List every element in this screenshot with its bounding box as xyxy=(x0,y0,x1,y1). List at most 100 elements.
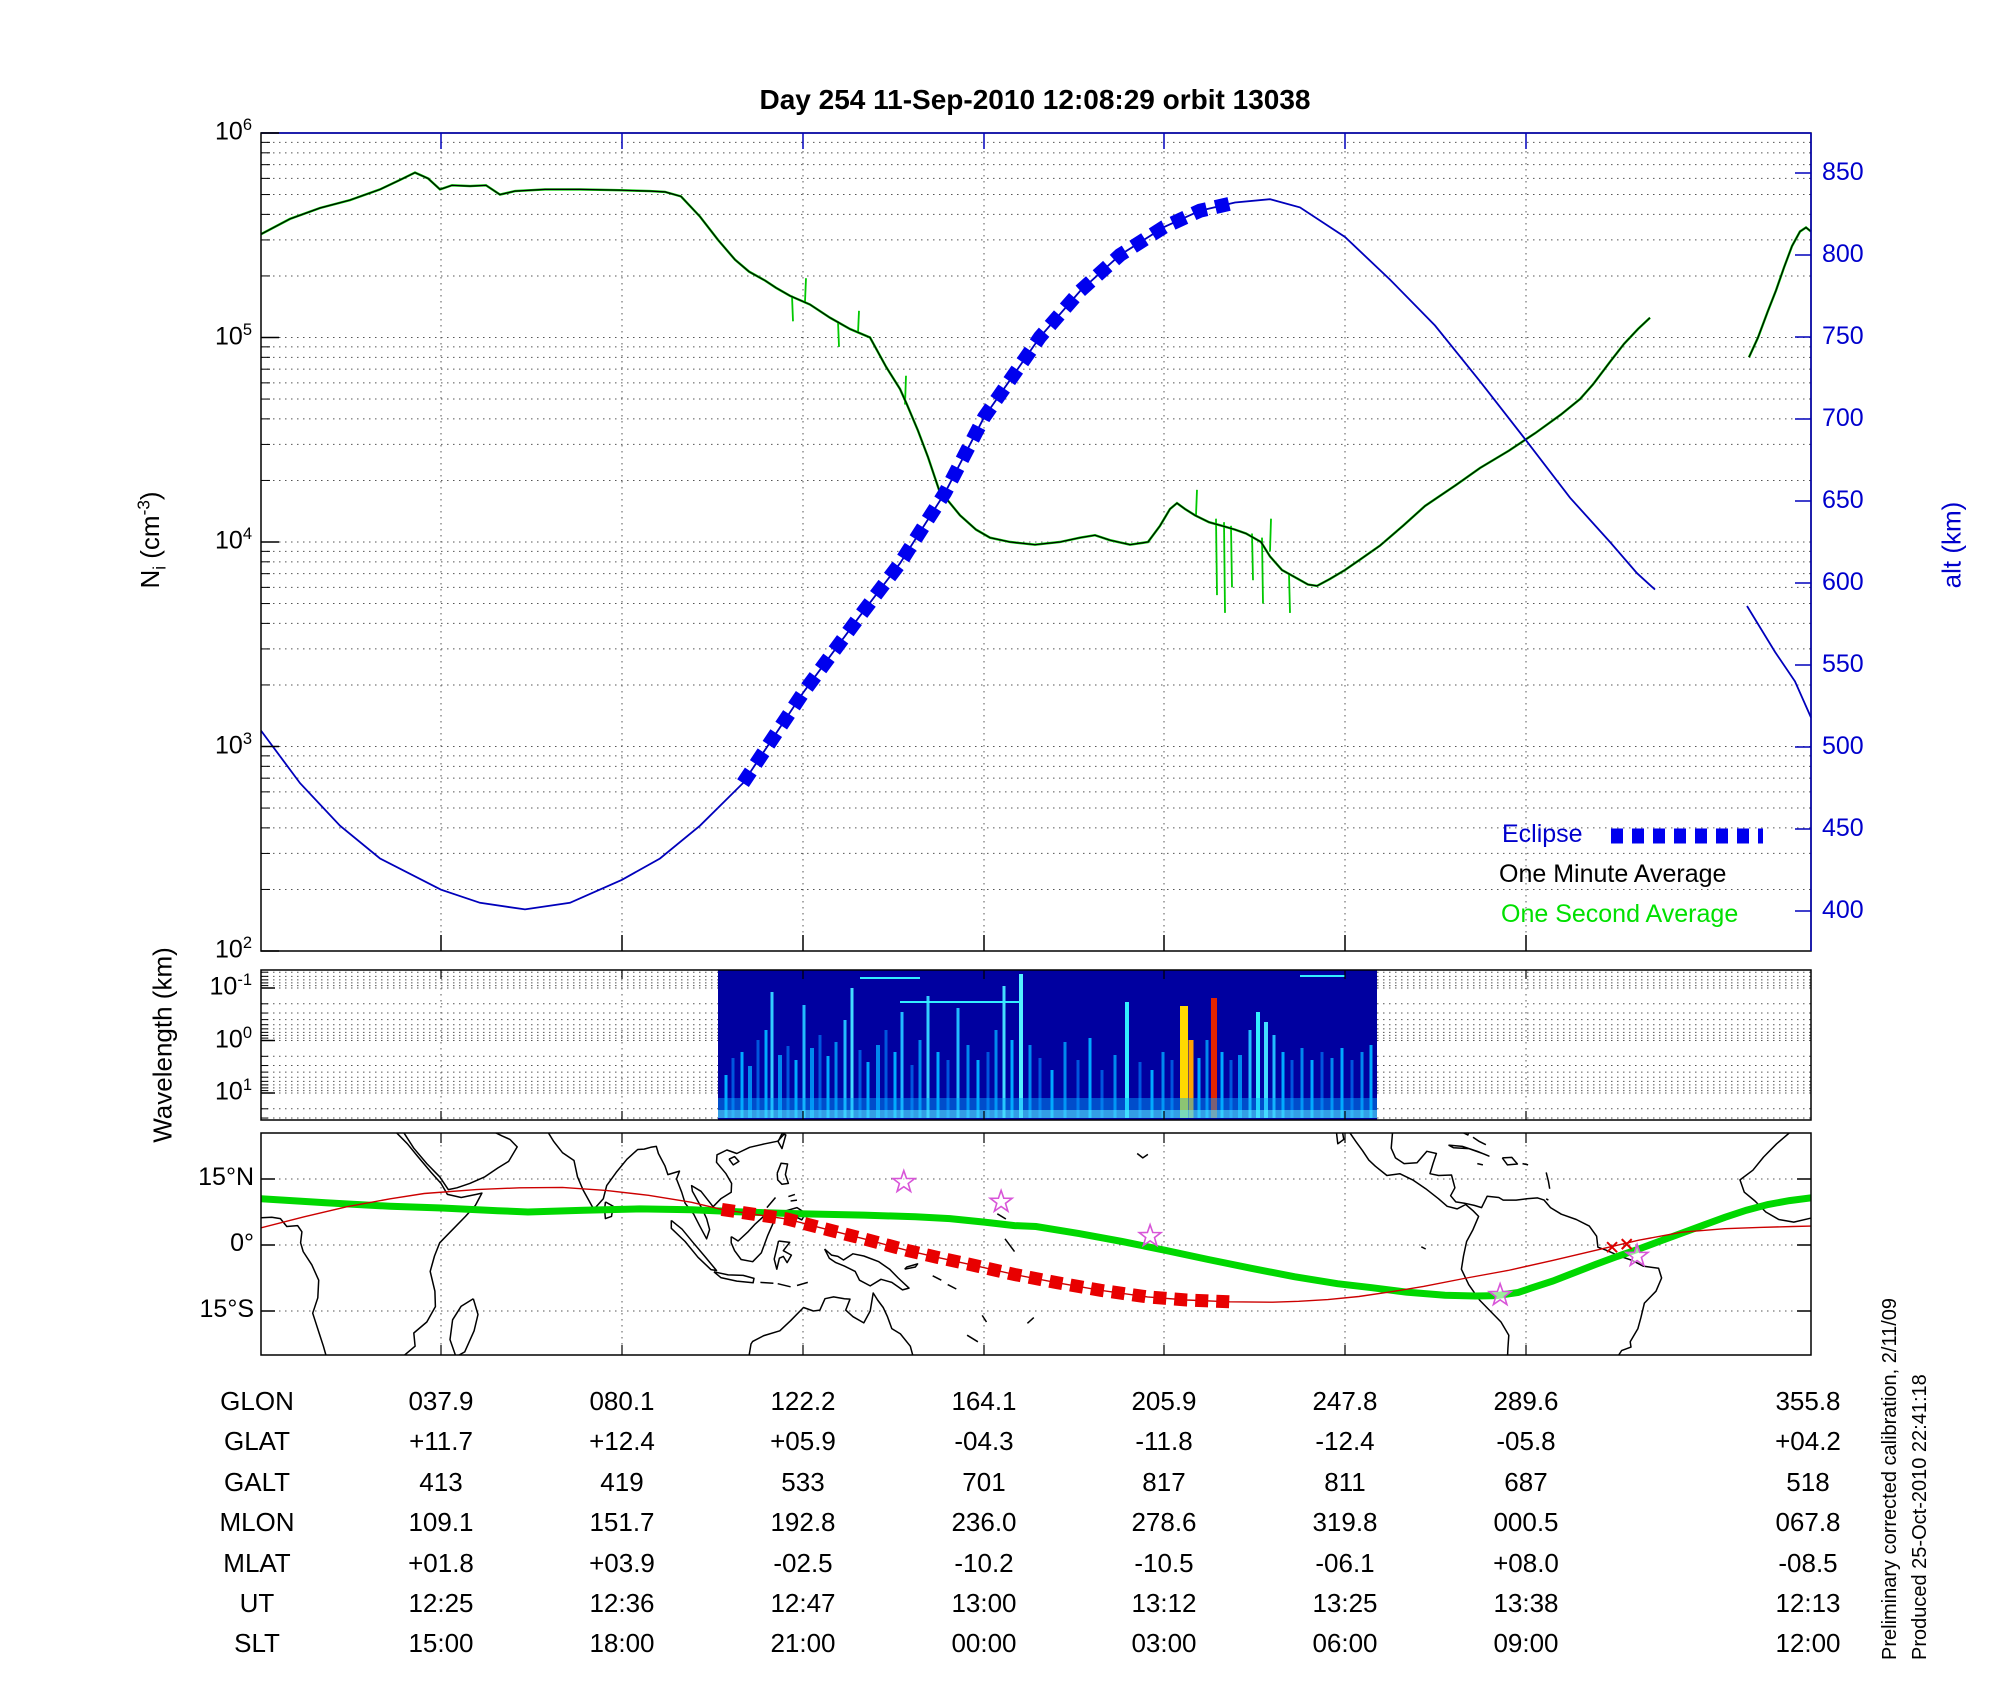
table-cell: 12:36 xyxy=(589,1588,655,1618)
table-cell: 12:25 xyxy=(408,1588,474,1618)
table-row-header: UT xyxy=(239,1588,275,1618)
table-row-header: GLON xyxy=(220,1386,294,1416)
table-cell: 15:00 xyxy=(408,1628,474,1659)
map-lat-tick-label: 0° xyxy=(230,1229,254,1257)
ni-label-part: (cm xyxy=(135,515,166,566)
table-row-header: MLAT xyxy=(223,1547,291,1578)
table-row-header: MLON xyxy=(219,1507,295,1538)
table-cell: +04.2 xyxy=(1775,1426,1841,1457)
table-row-header: SLT xyxy=(234,1628,280,1659)
table-cell: 080.1 xyxy=(589,1386,655,1416)
table-cell: 122.2 xyxy=(770,1386,836,1416)
table-cell: -05.8 xyxy=(1496,1426,1556,1457)
table-cell: +12.4 xyxy=(589,1426,655,1457)
table-cell: 109.1 xyxy=(408,1507,474,1538)
alt-tick-label: 400 xyxy=(1822,896,1864,924)
table-cell: 164.1 xyxy=(951,1386,1017,1416)
ni-label-sup: -3 xyxy=(133,500,154,516)
density-tick-label: 106 xyxy=(215,116,252,146)
table-cell: -04.3 xyxy=(954,1426,1014,1457)
table-cell: 12:13 xyxy=(1775,1588,1841,1618)
table-cell: 236.0 xyxy=(951,1507,1017,1538)
density-altitude-panel xyxy=(260,132,1812,952)
table-cell: 289.6 xyxy=(1493,1386,1559,1416)
table-cell: 13:12 xyxy=(1131,1588,1197,1618)
calibration-note: Preliminary corrected calibration, 2/11/… xyxy=(1879,1297,1901,1660)
wavelength-tick-label: 100 xyxy=(215,1023,252,1053)
alt-tick-label: 650 xyxy=(1822,486,1864,514)
density-tick-label: 105 xyxy=(215,320,252,350)
legend-eclipse-label: Eclipse xyxy=(1502,820,1583,848)
legend-one-minute-label: One Minute Average xyxy=(1499,860,1727,888)
table-cell: 278.6 xyxy=(1131,1507,1197,1538)
table-cell: +01.8 xyxy=(408,1547,474,1578)
table-cell: +08.0 xyxy=(1493,1547,1559,1578)
map-content xyxy=(261,1133,1811,1355)
table-cell: 13:00 xyxy=(951,1588,1017,1618)
star-marker xyxy=(890,1168,918,1194)
table-cell: 151.7 xyxy=(589,1507,655,1538)
wavelength-axis-label: Wavelength (km) xyxy=(147,947,178,1143)
star-marker xyxy=(1136,1222,1164,1248)
map-lat-tick-label: 15°N xyxy=(198,1163,254,1191)
map-lat-tick-label: 15°S xyxy=(199,1295,254,1323)
star-marker xyxy=(1623,1242,1651,1268)
ni-label-part: ) xyxy=(135,491,166,501)
table-row-header: GLAT xyxy=(224,1426,290,1457)
table-cell: -10.2 xyxy=(954,1547,1014,1578)
table-cell: 413 xyxy=(419,1466,463,1497)
table-cell: 00:00 xyxy=(951,1628,1017,1659)
table-cell: -10.5 xyxy=(1134,1547,1194,1578)
table-cell: 518 xyxy=(1786,1466,1830,1497)
alt-axis-label: alt (km) xyxy=(1936,501,1967,589)
table-cell: 13:25 xyxy=(1312,1588,1378,1618)
table-cell: -02.5 xyxy=(773,1547,833,1578)
table-cell: 067.8 xyxy=(1775,1507,1841,1538)
table-cell: 701 xyxy=(962,1466,1006,1497)
table-cell: 12:00 xyxy=(1775,1628,1841,1659)
table-cell: 037.9 xyxy=(408,1386,474,1416)
star-marker xyxy=(987,1187,1015,1214)
table-cell: 817 xyxy=(1142,1466,1186,1497)
table-cell: 192.8 xyxy=(770,1507,836,1538)
wavelength-spectrogram-panel xyxy=(260,969,1812,1121)
alt-tick-label: 750 xyxy=(1822,322,1864,350)
ni-label-sub: i xyxy=(149,565,170,570)
table-cell: 355.8 xyxy=(1775,1386,1841,1416)
table-cell: 06:00 xyxy=(1312,1628,1378,1659)
table-cell: 21:00 xyxy=(770,1628,836,1659)
alt-tick-label: 450 xyxy=(1822,814,1864,842)
table-cell: 03:00 xyxy=(1131,1628,1197,1659)
produced-note: Produced 25-Oct-2010 22:41:18 xyxy=(1909,1374,1931,1660)
alt-tick-label: 550 xyxy=(1822,650,1864,678)
density-axis-label: Ni (cm-3) xyxy=(134,491,171,588)
density-tick-label: 102 xyxy=(215,934,252,964)
table-cell: +03.9 xyxy=(589,1547,655,1578)
table-cell: 13:38 xyxy=(1493,1588,1559,1618)
alt-tick-label: 600 xyxy=(1822,568,1864,596)
wavelength-tick-label: 101 xyxy=(215,1076,252,1106)
table-row-header: GALT xyxy=(224,1466,290,1497)
table-cell: -06.1 xyxy=(1315,1547,1375,1578)
ni-label-part: N xyxy=(135,569,166,589)
table-cell: -08.5 xyxy=(1778,1547,1838,1578)
table-cell: 18:00 xyxy=(589,1628,655,1659)
star-marker xyxy=(1486,1281,1514,1307)
table-cell: -12.4 xyxy=(1315,1426,1375,1457)
table-cell: 533 xyxy=(781,1466,825,1497)
table-cell: 419 xyxy=(600,1466,644,1497)
alt-tick-label: 850 xyxy=(1822,158,1864,186)
table-cell: +11.7 xyxy=(409,1426,473,1457)
alt-tick-label: 500 xyxy=(1822,732,1864,760)
table-cell: 687 xyxy=(1504,1466,1548,1497)
wavelength-tick-label: 10-1 xyxy=(209,971,252,1001)
table-cell: 247.8 xyxy=(1312,1386,1378,1416)
ground-track-map-panel xyxy=(260,1132,1812,1356)
table-cell: 000.5 xyxy=(1493,1507,1559,1538)
table-cell: 205.9 xyxy=(1131,1386,1197,1416)
page-title: Day 254 11-Sep-2010 12:08:29 orbit 13038 xyxy=(759,84,1311,115)
table-cell: 319.8 xyxy=(1312,1507,1378,1538)
table-cell: -11.8 xyxy=(1135,1426,1193,1457)
